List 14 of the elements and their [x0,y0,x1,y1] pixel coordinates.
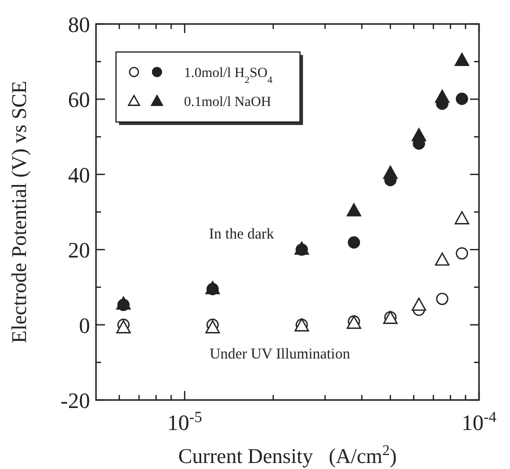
y-axis-title: Electrode Potential (V) vs SCE [7,80,31,344]
x-axis-title: Current Density (A/cm$^{2}$) [178,443,397,468]
annotation: In the dark [209,226,275,242]
y-tick-label: 80 [68,12,90,37]
legend-label: 1.0mol/l H$_{2}$SO$_{4}$ [184,66,272,86]
y-tick-label: 0 [79,312,90,338]
x-tick-label: 10$^{-4}$ [462,408,497,435]
x-tick-label: 10$^{-5}$ [167,408,202,435]
legend-label: 0.1mol/l NaOH [184,95,272,110]
y-tick-label: -20 [60,388,90,413]
annotation: Under UV Illumination [210,346,351,363]
y-tick-label: 20 [68,238,90,263]
y-tick-label: 60 [68,87,90,112]
y-tick-label: 40 [68,162,90,188]
